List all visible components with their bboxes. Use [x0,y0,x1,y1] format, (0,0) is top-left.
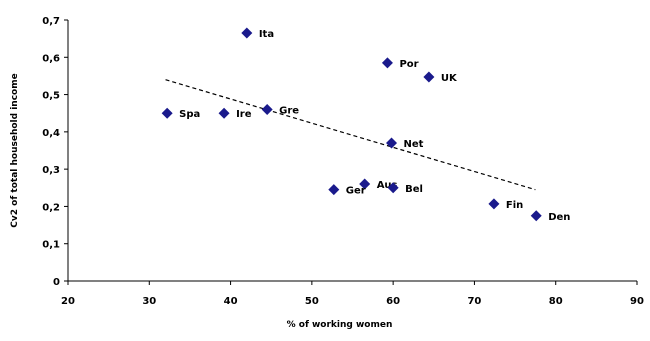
x-axis-title: % of working women [287,320,393,330]
point-marker-gre [261,103,273,115]
point-marker-ire [218,107,230,119]
point-marker-den [530,210,542,222]
point-label-bel: Bel [405,184,423,195]
point-label-ita: Ita [259,29,274,40]
trendline-group [165,79,536,191]
x-tick-label: 60 [386,296,400,307]
x-tick-label: 30 [142,296,156,307]
point-label-por: Por [399,59,418,70]
y-tick-label: 0,2 [42,202,60,213]
y-tick-label: 0,1 [42,240,60,251]
x-tick-label: 80 [549,296,563,307]
point-marker-fin [488,198,500,210]
point-marker-bel [387,182,399,194]
point-marker-aus [359,178,371,190]
point-label-spa: Spa [179,109,200,120]
point-label-den: Den [548,212,570,223]
point-marker-ita [241,27,253,39]
point-label-aus: Aus [377,180,398,191]
x-tick-label: 90 [630,296,644,307]
x-tick-label: 20 [61,296,75,307]
point-marker-por [381,57,393,69]
x-tick-label: 40 [224,296,238,307]
point-marker-net [386,137,398,149]
y-tick-label: 0 [53,277,60,288]
trendline [165,79,536,191]
x-axis: 20 30 40 50 60 70 80 90 [61,280,644,307]
y-tick-label: 0,4 [42,128,60,139]
y-tick-label: 0,3 [42,165,60,176]
x-tick-label: 50 [305,296,319,307]
point-marker-spa [161,107,173,119]
point-label-net: Net [404,139,424,150]
y-tick-label: 0,7 [42,16,60,27]
point-label-ger: Ger [346,186,366,197]
point-label-uk: UK [441,73,458,84]
point-label-gre: Gre [279,105,299,116]
y-tick-label: 0,6 [42,53,60,64]
y-axis: 0 0,1 0,2 0,3 0,4 0,5 0,6 0,7 [42,16,69,288]
point-label-ire: Ire [236,109,252,120]
x-tick-label: 70 [467,296,481,307]
data-points: Ita Por UK Gre Spa Ire Net Aus Ger Bel Fin Den [161,27,570,223]
y-axis-title: Cv2 of total household income [10,73,20,227]
point-label-fin: Fin [506,200,523,211]
point-marker-ger [328,184,340,196]
y-tick-label: 0,5 [42,91,60,102]
point-marker-uk [423,71,435,83]
